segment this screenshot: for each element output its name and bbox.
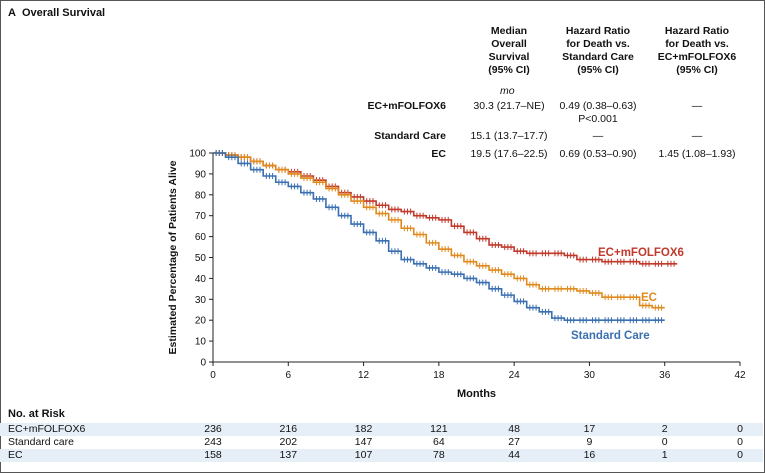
table-header: Hazard Ratio for Death vs. EC+mFOLFOX6 (95%… bbox=[657, 25, 737, 76]
risk-value: 1 bbox=[661, 449, 668, 461]
risk-row-label: Standard care bbox=[8, 436, 74, 448]
panel-letter: A bbox=[8, 7, 16, 19]
x-axis-label: Months bbox=[457, 388, 496, 400]
y-tick-label: 20 bbox=[195, 316, 207, 327]
survival-curve bbox=[213, 152, 665, 309]
risk-row-label: EC+mFOLFOX6 bbox=[8, 423, 86, 435]
survival-curve bbox=[213, 152, 665, 321]
y-tick-label: 80 bbox=[195, 190, 207, 201]
risk-row-label: EC bbox=[8, 449, 23, 461]
risk-value: 9 bbox=[586, 436, 593, 448]
x-tick-label: 6 bbox=[286, 370, 292, 381]
risk-value: 0 bbox=[737, 423, 743, 435]
panel-title-text: Overall Survival bbox=[21, 7, 106, 19]
risk-value: 2 bbox=[661, 423, 668, 435]
risk-value: 17 bbox=[583, 423, 596, 435]
x-tick-label: 0 bbox=[210, 370, 216, 381]
series-label: EC+mFOLFOX6 bbox=[598, 247, 684, 259]
risk-value: 27 bbox=[508, 436, 520, 448]
risk-row: EC+mFOLFOX6 236 216 182 121 48 17 2 0 bbox=[0, 423, 763, 436]
y-tick-label: 90 bbox=[195, 169, 207, 180]
x-tick-label: 18 bbox=[433, 370, 445, 381]
hr-ec-cell: 1.45 (1.08–1.93) bbox=[658, 148, 736, 160]
risk-row: EC 158 137 107 78 44 16 1 0 bbox=[0, 449, 763, 462]
units-label: mo bbox=[500, 85, 515, 97]
risk-value: 202 bbox=[279, 436, 298, 448]
y-tick-label: 10 bbox=[195, 337, 207, 348]
x-tick-label: 12 bbox=[358, 370, 370, 381]
x-tick-label: 30 bbox=[584, 370, 596, 381]
table-row-label: EC bbox=[431, 148, 446, 160]
risk-value: 243 bbox=[204, 436, 222, 448]
table-row-label: Standard Care bbox=[374, 130, 446, 142]
risk-value: 0 bbox=[661, 436, 668, 448]
hr-ec-cell: — bbox=[691, 130, 703, 142]
risk-value: 236 bbox=[204, 423, 222, 435]
risk-value: 0 bbox=[737, 449, 743, 461]
risk-value: 147 bbox=[354, 436, 373, 448]
risk-value: 64 bbox=[433, 436, 445, 448]
risk-value: 182 bbox=[354, 423, 373, 435]
risk-value: 216 bbox=[279, 423, 298, 435]
hr-ec-cell: — bbox=[691, 100, 703, 112]
risk-value: 78 bbox=[433, 449, 445, 461]
hr-standard-cell: 0.49 (0.38–0.63) P<0.001 bbox=[559, 100, 637, 125]
risk-value: 44 bbox=[508, 449, 520, 461]
risk-row: Standard care 243 202 147 64 27 9 0 0 bbox=[0, 436, 763, 449]
x-tick-label: 24 bbox=[509, 370, 521, 381]
table-header: Hazard Ratio for Death vs. Standard Care (9… bbox=[562, 25, 634, 76]
median-os-cell: 15.1 (13.7–17.7) bbox=[470, 130, 548, 142]
y-tick-label: 40 bbox=[195, 274, 207, 285]
risk-value: 107 bbox=[354, 449, 373, 461]
table-row-label: EC+mFOLFOX6 bbox=[367, 100, 446, 112]
risk-value: 137 bbox=[279, 449, 298, 461]
risk-title: No. at Risk bbox=[8, 408, 65, 420]
hr-standard-cell: — bbox=[592, 130, 604, 142]
panel-title: A Overall Survival bbox=[8, 7, 105, 19]
table-header: Median Overall Survival (95% CI) bbox=[488, 25, 530, 76]
y-tick-label: 30 bbox=[195, 295, 207, 306]
risk-value: 16 bbox=[583, 449, 596, 461]
risk-value: 48 bbox=[508, 423, 520, 435]
y-tick-label: 60 bbox=[195, 232, 207, 243]
x-tick-label: 36 bbox=[659, 370, 671, 381]
y-axis-label: Estimated Percentage of Patients Alive bbox=[167, 160, 179, 354]
series-label: Standard Care bbox=[571, 330, 650, 342]
risk-value: 0 bbox=[737, 436, 743, 448]
risk-value: 121 bbox=[430, 423, 448, 435]
y-tick-label: 50 bbox=[195, 253, 207, 264]
x-tick-label: 42 bbox=[734, 370, 746, 381]
y-tick-label: 70 bbox=[195, 211, 207, 222]
series-label: EC bbox=[641, 292, 657, 304]
hr-standard-cell: 0.69 (0.53–0.90) bbox=[559, 148, 637, 160]
y-tick-label: 0 bbox=[200, 358, 206, 369]
median-os-cell: 30.3 (21.7–NE) bbox=[473, 100, 545, 112]
median-os-cell: 19.5 (17.6–22.5) bbox=[470, 148, 548, 160]
risk-value: 158 bbox=[204, 449, 222, 461]
y-tick-label: 100 bbox=[189, 149, 206, 160]
